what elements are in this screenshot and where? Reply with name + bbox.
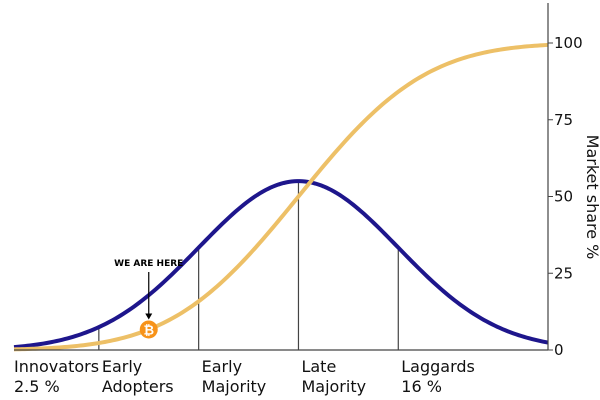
segment-label-line: 2.5 % [14, 377, 60, 396]
bitcoin-symbol: ₿ [143, 323, 154, 338]
segment-label: LateMajority34 % [301, 357, 366, 400]
y-tick-label: 0 [554, 341, 564, 359]
we-are-here-annotation: WE ARE HERE ₿ [114, 259, 183, 339]
segment-label-line: Majority [301, 377, 366, 396]
y-tick-label: 25 [554, 264, 573, 282]
bell-curve-line [13, 179, 549, 350]
segment-label-line: Late [301, 357, 336, 376]
y-tick-label: 75 [554, 111, 573, 129]
segment-label-line: 13.5 % [102, 397, 158, 400]
arrowhead-icon [145, 313, 153, 320]
we-are-here-label: WE ARE HERE [114, 259, 183, 269]
segment-label-line: Innovators [14, 357, 99, 376]
segment-label: Innovators 2.5 % [14, 357, 99, 396]
segment-label-line: Adopters [102, 377, 174, 396]
y-tick-label: 50 [554, 188, 573, 206]
segment-label-line: 34 % [301, 397, 342, 400]
market-share-s-curve [13, 42, 549, 352]
y-tick-label: 100 [554, 34, 583, 52]
segment-label-line: 16 % [401, 377, 442, 396]
segment-label: EarlyAdopters13.5 % [102, 357, 174, 400]
segment-label-line: Early [202, 357, 242, 376]
bitcoin-icon: ₿ [139, 320, 158, 339]
segment-label-line: Majority [202, 377, 267, 396]
segment-label-line: 34 % [202, 397, 243, 400]
segment-label: EarlyMajority34 % [202, 357, 267, 400]
y-axis-label: Market share % [583, 135, 600, 260]
segment-label-line: Early [102, 357, 142, 376]
segment-label-line: Laggards [401, 357, 475, 376]
segment-dividers [98, 181, 399, 350]
bitcoin-coin [139, 320, 158, 339]
segment-label: Laggards 16 % [401, 357, 475, 396]
y-axis-ticks: 0 25 50 75 100 [548, 34, 583, 359]
